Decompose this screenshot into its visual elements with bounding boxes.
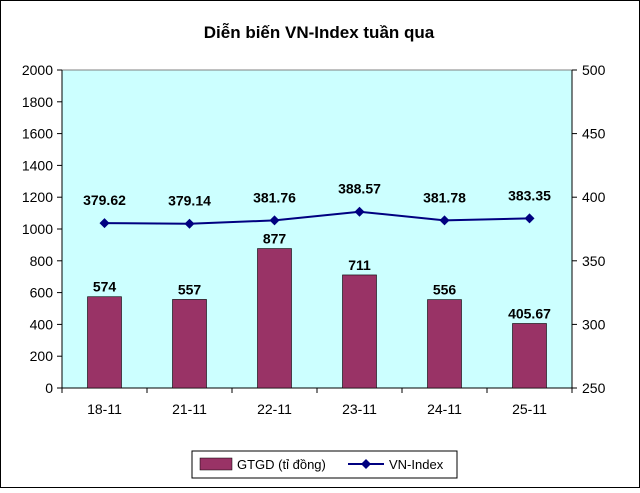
left-tick-label: 1800 (22, 94, 53, 110)
left-axis: 0 200 400 600 800 1000 1200 1400 1600 1800 2000 (22, 62, 63, 396)
line-data-labels: 379.62 379.14 381.76 388.57 381.78 383.35 (83, 181, 551, 209)
legend: GTGD (tỉ đồng) VN-Index (191, 450, 458, 479)
left-tick-label: 1600 (22, 126, 53, 142)
left-tick-label: 200 (30, 348, 54, 364)
bar-data-labels: 574 557 877 711 556 405.67 (93, 231, 551, 322)
line-data-label: 383.35 (508, 187, 551, 203)
bar-data-label: 877 (263, 231, 287, 247)
left-tick-label: 800 (30, 253, 54, 269)
line-data-label: 379.14 (168, 193, 211, 209)
bar-data-label: 557 (178, 281, 202, 297)
line-marker (99, 218, 110, 229)
right-tick-label: 400 (582, 189, 606, 205)
left-tick-label: 1400 (22, 157, 53, 173)
x-tick-label: 24-11 (427, 401, 462, 417)
right-tick-label: 300 (582, 316, 606, 332)
legend-bar-label: GTGD (tỉ đồng) (237, 457, 326, 472)
line-marker (269, 215, 280, 226)
legend-box (191, 450, 458, 479)
x-axis: 18-11 21-11 22-11 23-11 24-11 25-11 (61, 387, 573, 417)
line-marker (184, 218, 195, 229)
x-tick-label: 18-11 (87, 401, 122, 417)
vn-index-line (104, 210, 530, 225)
bar (172, 299, 207, 389)
plot-area (61, 69, 573, 389)
x-tick-label: 23-11 (342, 401, 377, 417)
x-tick-label: 21-11 (172, 401, 207, 417)
bar (87, 296, 122, 389)
bar (512, 323, 547, 389)
bar (257, 248, 292, 389)
bar-data-label: 711 (348, 257, 371, 273)
right-tick-label: 450 (582, 126, 606, 142)
legend-line-label: VN-Index (389, 457, 444, 472)
x-tick-label: 25-11 (512, 401, 547, 417)
x-tick-label: 22-11 (257, 401, 292, 417)
bar (342, 274, 377, 389)
right-tick-label: 350 (582, 253, 606, 269)
chart-title: Diễn biến VN-Index tuần qua (204, 23, 435, 42)
line-marker (354, 206, 365, 217)
left-tick-label: 0 (45, 380, 53, 396)
left-tick-label: 1200 (22, 189, 53, 205)
bar-data-label: 556 (433, 282, 457, 298)
line-marker (524, 213, 535, 224)
line-marker (439, 215, 450, 226)
left-tick-label: 600 (30, 285, 54, 301)
bar (427, 299, 462, 389)
right-tick-label: 250 (582, 380, 606, 396)
line-series (99, 206, 535, 229)
left-tick-label: 1000 (22, 221, 53, 237)
left-tick-label: 2000 (22, 62, 53, 78)
bar-data-label: 574 (93, 279, 117, 295)
line-data-label: 379.62 (83, 192, 126, 208)
line-data-label: 388.57 (338, 181, 381, 197)
bar-data-label: 405.67 (508, 305, 551, 321)
right-tick-label: 500 (582, 62, 606, 78)
line-data-label: 381.76 (253, 189, 296, 205)
line-data-label: 381.78 (423, 189, 466, 205)
right-axis: 250 300 350 400 450 500 (571, 62, 606, 396)
left-tick-label: 400 (30, 316, 54, 332)
bar-series (87, 248, 547, 389)
legend-line-marker (361, 459, 371, 469)
legend-bar-swatch (199, 457, 233, 471)
